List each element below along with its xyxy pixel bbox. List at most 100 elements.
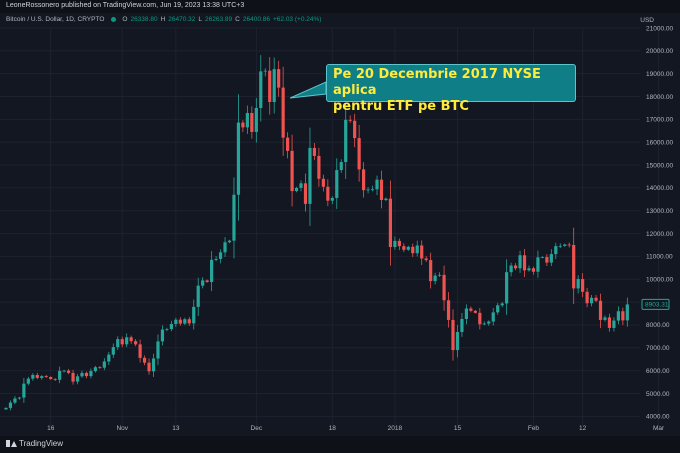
- candle-body: [26, 378, 30, 384]
- candle-body: [147, 362, 151, 372]
- y-tick-label: 18000.00: [646, 94, 673, 101]
- candle-body: [330, 197, 334, 201]
- x-tick-label: 15: [454, 425, 462, 432]
- candle-body: [317, 155, 321, 179]
- candle-body: [84, 372, 89, 377]
- x-tick-label: 12: [579, 425, 587, 432]
- candle-body: [259, 71, 263, 108]
- candle-body: [581, 279, 585, 292]
- candle-body: [160, 329, 165, 342]
- candle-body: [415, 245, 419, 254]
- candle-body: [558, 245, 562, 247]
- change-value: +62.03 (+0.24%): [272, 16, 322, 23]
- candle-body: [192, 306, 196, 324]
- annotation-line-1: Pe 20 Decembrie 2017 NYSE aplica: [333, 67, 541, 98]
- candle-body: [53, 379, 57, 380]
- candle-body: [201, 280, 205, 286]
- candle-body: [473, 310, 477, 313]
- candle-body: [572, 245, 576, 289]
- high-value: 26470.32: [168, 16, 196, 23]
- candle-body: [138, 344, 142, 358]
- annotation-line-2: pentru ETF pe BTC: [333, 99, 469, 114]
- candle-body: [402, 246, 406, 250]
- candle-body: [388, 198, 393, 248]
- candle-body: [227, 240, 232, 243]
- candle-body: [80, 372, 84, 377]
- candle-body: [232, 194, 236, 241]
- candle-body: [612, 320, 616, 328]
- candle-body: [8, 402, 13, 408]
- candle-body: [174, 319, 178, 325]
- time-axis[interactable]: 16Nov13Dec18201815Feb12Mar12: [47, 425, 680, 432]
- candle-body: [397, 240, 401, 247]
- price-axis[interactable]: 21000.00 20000.00 19000.00 18000.00 17000.00…: [646, 25, 673, 420]
- last-price-box: [641, 298, 670, 310]
- candle-body: [40, 376, 44, 378]
- x-tick-label: Feb: [528, 425, 540, 432]
- tradingview-logo[interactable]: TradingView: [6, 439, 63, 448]
- candle-body: [277, 69, 281, 88]
- candle-body: [348, 119, 352, 121]
- candle-body: [290, 150, 294, 192]
- candle-body: [187, 319, 191, 324]
- candle-body: [406, 246, 410, 250]
- candle-body: [263, 70, 267, 72]
- y-tick-label: 12000.00: [646, 231, 673, 238]
- candle-body: [491, 312, 495, 322]
- candle-body: [98, 367, 102, 369]
- candle-body: [58, 370, 62, 380]
- symbol-name[interactable]: Bitcoin / U.S. Dollar, 1D, CRYPTO: [6, 16, 105, 23]
- candle-body: [22, 383, 26, 398]
- candle-body: [218, 252, 223, 259]
- candle-body: [294, 187, 299, 192]
- candle-body: [268, 70, 272, 103]
- x-tick-label: 2018: [388, 425, 403, 432]
- candle-body: [66, 370, 71, 373]
- candle-body: [549, 254, 553, 263]
- publisher-line: LeoneRossonero published on TradingView.…: [6, 2, 245, 9]
- candle-body: [223, 242, 227, 253]
- candle-body: [210, 259, 214, 283]
- candle-body: [563, 244, 567, 246]
- candle-body: [442, 274, 446, 301]
- candle-body: [518, 255, 522, 269]
- y-tick-label: 5000.00: [646, 391, 670, 398]
- candle-body: [312, 147, 317, 156]
- close-value: 26400.86: [242, 16, 270, 23]
- etf-annotation[interactable]: Pe 20 Decembrie 2017 NYSE aplica pentru …: [326, 64, 576, 114]
- y-tick-label: 21000.00: [646, 25, 673, 32]
- candle-body: [111, 347, 115, 355]
- high-label: H: [160, 16, 166, 23]
- candle-body: [522, 255, 527, 271]
- candle-body: [482, 323, 486, 325]
- candle-body: [196, 285, 200, 307]
- y-tick-label: 6000.00: [646, 368, 670, 375]
- y-tick-label: 7000.00: [646, 345, 670, 352]
- y-tick-label: 14000.00: [646, 185, 673, 192]
- low-label: L: [198, 16, 203, 23]
- candle-body: [576, 279, 580, 289]
- y-tick-label: 11000.00: [646, 254, 673, 261]
- candle-body: [326, 186, 330, 201]
- candle-body: [411, 246, 415, 254]
- candle-body: [527, 268, 531, 271]
- candle-body: [35, 374, 39, 378]
- candle-body: [437, 274, 442, 276]
- candle-body: [487, 321, 491, 324]
- candle-body: [567, 244, 571, 246]
- candle-body: [254, 107, 258, 132]
- candle-body: [370, 189, 375, 191]
- candle-body: [93, 367, 97, 372]
- last-price-label: 8903.31: [645, 302, 669, 309]
- candle-body: [156, 341, 160, 359]
- candle-body: [205, 280, 209, 283]
- open-value: 26338.80: [130, 16, 158, 23]
- last-price-tag: 8903.31: [641, 298, 670, 310]
- candle-body: [379, 179, 384, 201]
- candle-body: [335, 170, 339, 198]
- candle-body: [424, 258, 428, 261]
- candle-body: [464, 308, 469, 320]
- candle-body: [236, 122, 241, 195]
- y-tick-label: 13000.00: [646, 208, 673, 215]
